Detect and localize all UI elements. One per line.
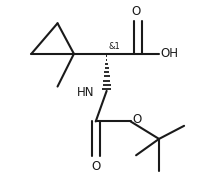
Text: HN: HN: [77, 85, 95, 99]
Text: O: O: [133, 113, 142, 126]
Text: O: O: [131, 5, 141, 18]
Text: OH: OH: [160, 47, 178, 60]
Text: &1: &1: [109, 42, 121, 51]
Text: O: O: [91, 160, 100, 173]
